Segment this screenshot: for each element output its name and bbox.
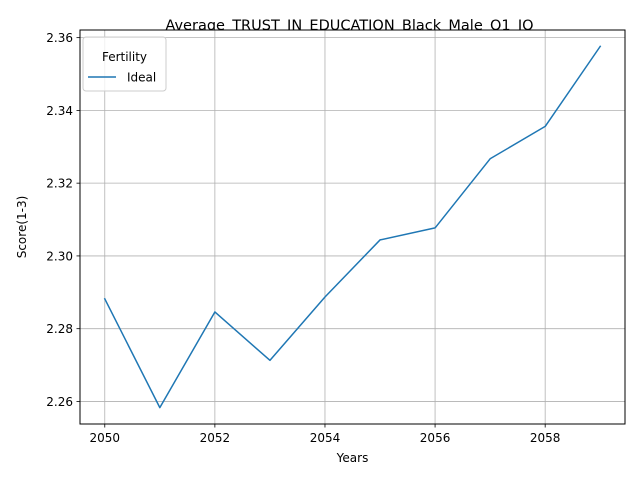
y-axis-ticks: 2.26 2.28 2.30 2.32 2.34 2.36: [46, 31, 80, 409]
y-tick-label: 2.36: [46, 31, 73, 45]
legend: Fertility Ideal: [82, 36, 167, 92]
series-line-ideal: [103, 45, 602, 409]
x-axis-ticks: 2050 2052 2054 2056 2058: [89, 424, 560, 445]
plot-frame: [79, 29, 626, 425]
x-tick-label: 2050: [89, 431, 120, 445]
series-layer: [103, 45, 602, 409]
x-tick-label: 2052: [200, 431, 231, 445]
y-tick-label: 2.26: [46, 395, 73, 409]
x-tick-label: 2058: [530, 431, 561, 445]
legend-label-ideal: Ideal: [127, 71, 156, 85]
y-axis-title: Score(1-3): [15, 196, 29, 259]
x-axis-title: Years: [336, 451, 369, 465]
y-tick-label: 2.30: [46, 249, 73, 263]
y-tick-label: 2.32: [46, 177, 73, 191]
plot-area: [80, 30, 625, 424]
legend-title: Fertility: [102, 50, 147, 64]
y-tick-label: 2.34: [46, 104, 73, 118]
x-tick-label: 2054: [310, 431, 341, 445]
x-tick-label: 2056: [420, 431, 451, 445]
y-tick-label: 2.28: [46, 322, 73, 336]
